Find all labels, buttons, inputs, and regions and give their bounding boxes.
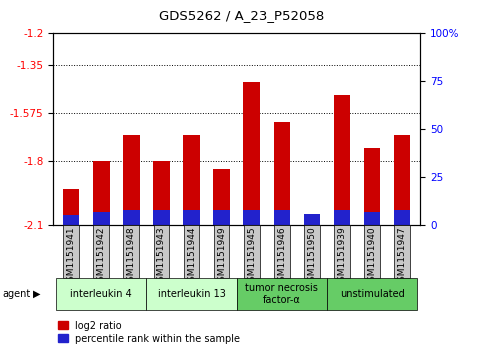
FancyBboxPatch shape [184, 225, 199, 278]
Bar [123, 210, 140, 225]
FancyBboxPatch shape [304, 225, 320, 278]
FancyBboxPatch shape [364, 225, 380, 278]
Text: ▶: ▶ [33, 289, 41, 299]
Text: tumor necrosis
factor-α: tumor necrosis factor-α [245, 283, 318, 305]
Text: GSM1151944: GSM1151944 [187, 226, 196, 287]
Text: GSM1151950: GSM1151950 [307, 226, 316, 287]
Bar [364, 148, 380, 225]
Text: interleukin 4: interleukin 4 [71, 289, 132, 299]
FancyBboxPatch shape [394, 225, 410, 278]
FancyBboxPatch shape [327, 278, 417, 310]
Bar [183, 210, 200, 225]
Bar [304, 215, 320, 225]
Bar [394, 210, 411, 225]
Text: GSM1151939: GSM1151939 [338, 226, 346, 287]
Text: GSM1151940: GSM1151940 [368, 226, 377, 287]
Bar [123, 135, 140, 225]
Bar [394, 135, 411, 225]
FancyBboxPatch shape [56, 278, 146, 310]
Bar [213, 210, 230, 225]
Bar [153, 210, 170, 225]
Text: GSM1151948: GSM1151948 [127, 226, 136, 287]
Bar [63, 216, 80, 225]
Text: interleukin 13: interleukin 13 [157, 289, 226, 299]
Bar [153, 161, 170, 225]
Bar [93, 161, 110, 225]
Bar [243, 82, 260, 225]
FancyBboxPatch shape [214, 225, 229, 278]
FancyBboxPatch shape [334, 225, 350, 278]
Bar [334, 210, 350, 225]
FancyBboxPatch shape [244, 225, 259, 278]
Bar [273, 210, 290, 225]
Text: unstimulated: unstimulated [340, 289, 404, 299]
Text: GSM1151949: GSM1151949 [217, 226, 226, 287]
Bar [273, 122, 290, 225]
FancyBboxPatch shape [274, 225, 290, 278]
Text: GSM1151947: GSM1151947 [398, 226, 407, 287]
Text: GSM1151943: GSM1151943 [157, 226, 166, 287]
Bar [63, 189, 80, 225]
FancyBboxPatch shape [124, 225, 139, 278]
Bar [93, 212, 110, 225]
FancyBboxPatch shape [146, 278, 237, 310]
Bar [213, 170, 230, 225]
Text: GSM1151942: GSM1151942 [97, 226, 106, 287]
Legend: log2 ratio, percentile rank within the sample: log2 ratio, percentile rank within the s… [58, 321, 241, 344]
FancyBboxPatch shape [93, 225, 109, 278]
Text: GSM1151945: GSM1151945 [247, 226, 256, 287]
Bar [364, 212, 380, 225]
FancyBboxPatch shape [237, 278, 327, 310]
Bar [334, 95, 350, 225]
Text: GDS5262 / A_23_P52058: GDS5262 / A_23_P52058 [159, 9, 324, 22]
Text: GSM1151941: GSM1151941 [67, 226, 76, 287]
Bar [304, 213, 320, 225]
Bar [243, 210, 260, 225]
Bar [183, 135, 200, 225]
Text: agent: agent [2, 289, 30, 299]
FancyBboxPatch shape [154, 225, 170, 278]
Text: GSM1151946: GSM1151946 [277, 226, 286, 287]
FancyBboxPatch shape [63, 225, 79, 278]
